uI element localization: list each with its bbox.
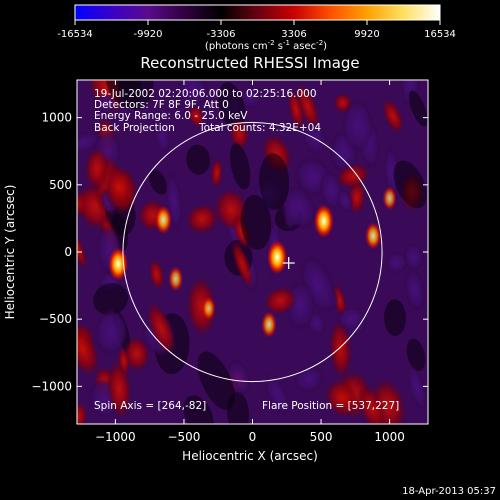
- texture-blob: [153, 121, 171, 154]
- y-tick-label: 0: [64, 245, 72, 259]
- solar-limb: [122, 121, 383, 383]
- x-tick-label: 0: [249, 430, 257, 444]
- texture-blob: [238, 86, 263, 110]
- x-axis-ticks: −1000 −500 0 500 1000: [95, 80, 405, 444]
- bright-source: [168, 266, 183, 292]
- spin-axis-text: Spin Axis = [264,-82]: [94, 400, 206, 412]
- bright-source: [313, 204, 334, 238]
- texture-blob: [77, 401, 88, 424]
- time-range-text: 19-Jul-2002 02:20:06.000 to 02:25:16.000: [94, 88, 317, 100]
- texture-blob: [96, 92, 116, 115]
- x-tick-label: −1000: [95, 430, 136, 444]
- texture-blob: [403, 242, 425, 271]
- bright-source: [155, 205, 172, 235]
- texture-blob: [93, 282, 129, 316]
- texture-blob: [336, 163, 370, 189]
- texture-blob: [186, 144, 211, 175]
- y-tick-label: 1000: [41, 111, 72, 125]
- method-text: Back Projection: [94, 122, 175, 134]
- flare-position-text: Flare Position = [537,227]: [262, 400, 399, 412]
- chart-title: Reconstructed RHESSI Image: [140, 54, 359, 72]
- texture-blob: [280, 185, 317, 230]
- y-axis-label: Heliocentric Y (arcsec): [3, 185, 17, 320]
- texture-blob: [117, 346, 131, 376]
- texture-blob: [382, 98, 404, 134]
- spin-axis-marker: [282, 257, 295, 270]
- colorbar-tick-label: 16534: [424, 29, 456, 40]
- texture-blob: [94, 307, 129, 356]
- colorbar-units: (photons cm-2 s-1 asec-2): [205, 39, 327, 52]
- texture-blob: [123, 336, 150, 372]
- bright-source: [261, 311, 277, 338]
- texture-blob: [287, 89, 305, 130]
- texture-blob: [197, 351, 235, 411]
- heatmap-texture: [77, 80, 428, 424]
- texture-blob: [295, 82, 320, 130]
- texture-blob: [336, 306, 366, 331]
- x-tick-label: 1000: [374, 430, 405, 444]
- x-axis-label: Heliocentric X (arcsec): [182, 449, 318, 463]
- texture-blob: [336, 188, 354, 213]
- heatmap-image: [77, 80, 428, 424]
- colorbar-tick-label: -3306: [206, 29, 235, 40]
- texture-blob: [404, 267, 425, 312]
- texture-blob: [357, 385, 386, 424]
- bright-source: [201, 296, 216, 321]
- colorbar-tick-label: 3306: [281, 29, 306, 40]
- texture-blob: [105, 80, 143, 108]
- texture-blob: [102, 164, 137, 209]
- texture-blob: [406, 338, 426, 372]
- y-axis-ticks: −1000 −500 0 500 1000: [31, 111, 428, 393]
- texture-blob: [384, 299, 406, 337]
- texture-blob: [393, 160, 427, 209]
- colorbar-tick-label: -16534: [57, 29, 92, 40]
- texture-blob: [146, 301, 176, 356]
- texture-blob: [263, 286, 297, 315]
- texture-blob: [218, 82, 246, 130]
- texture-blob: [259, 153, 290, 210]
- y-tick-label: −1000: [31, 379, 72, 393]
- texture-blob: [183, 395, 214, 424]
- y-tick-label: 500: [49, 178, 72, 192]
- texture-blob: [187, 104, 205, 128]
- texture-blob: [178, 80, 209, 110]
- texture-blob: [264, 372, 290, 417]
- texture-blob: [324, 378, 359, 418]
- texture-blob: [384, 251, 409, 275]
- colorbar: [74, 4, 441, 21]
- bright-source: [267, 240, 288, 275]
- texture-blob: [77, 325, 100, 376]
- colorbar-tick-label: -9920: [133, 29, 162, 40]
- footer-timestamp: 18-Apr-2013 05:37: [402, 486, 496, 497]
- detectors-text: Detectors: 7F 8F 9F, Att 0: [94, 99, 229, 111]
- texture-blob: [210, 158, 223, 189]
- texture-blob: [406, 363, 428, 412]
- x-tick-label: −500: [167, 430, 200, 444]
- texture-blob: [240, 194, 272, 250]
- texture-blob: [230, 143, 251, 190]
- texture-blob: [148, 169, 167, 195]
- bright-source: [365, 222, 382, 250]
- texture-blob: [341, 98, 374, 154]
- texture-blob: [185, 203, 219, 234]
- colorbar-ticks: -16534 -9920 -3306 3306 9920 16534: [57, 20, 456, 40]
- texture-blob: [231, 239, 254, 289]
- texture-blob: [148, 259, 165, 290]
- total-counts-text: Total counts: 4.32E+04: [198, 122, 321, 134]
- x-tick-label: 500: [310, 430, 333, 444]
- bright-source: [382, 186, 397, 211]
- texture-blob: [186, 276, 217, 337]
- energy-range-text: Energy Range: 6.0 - 25.0 keV: [94, 110, 248, 122]
- colorbar-tick-label: 9920: [354, 29, 379, 40]
- texture-blob: [77, 130, 101, 155]
- texture-blob: [229, 118, 250, 150]
- y-tick-label: −500: [39, 312, 72, 326]
- texture-blob: [329, 319, 352, 379]
